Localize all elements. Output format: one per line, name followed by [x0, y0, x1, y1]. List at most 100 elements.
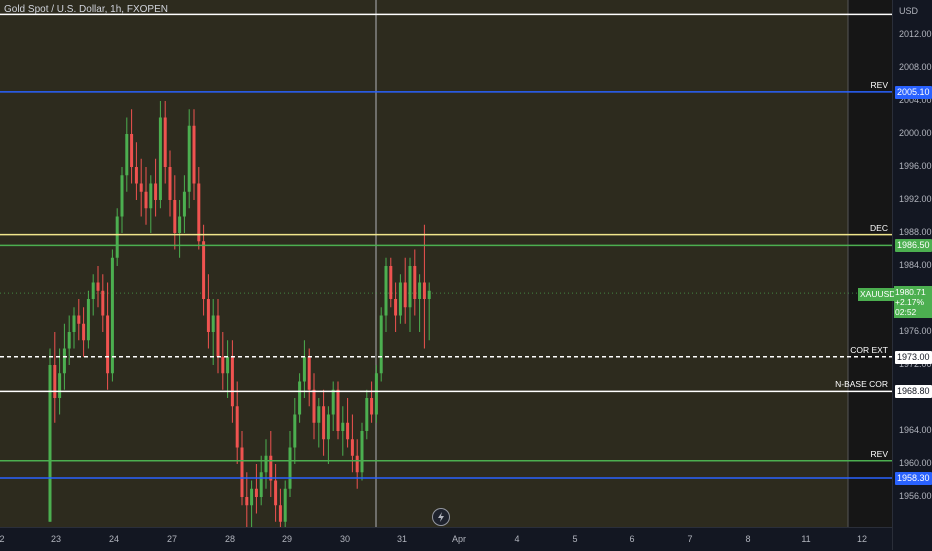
candle-body	[346, 422, 350, 440]
candle-body	[187, 125, 191, 192]
price-tick-label: 1984.00	[899, 260, 932, 270]
rev-upper-tag: REV	[870, 79, 888, 90]
candle-body	[139, 183, 143, 192]
candle-body	[96, 282, 100, 291]
candle-body	[202, 241, 206, 299]
n-base-cor-tag: N-BASE COR	[835, 379, 888, 390]
time-tick-label: 2	[0, 534, 5, 544]
cor-ext-tag: COR EXT	[850, 344, 888, 355]
candle-body	[307, 356, 311, 390]
time-tick-label: 27	[166, 534, 178, 544]
candle-body	[278, 505, 282, 522]
candle-body	[365, 398, 369, 431]
candle-body	[235, 406, 239, 448]
price-tick-label: 2012.00	[899, 29, 932, 39]
candle-body	[374, 373, 378, 415]
candle-body	[221, 356, 225, 374]
candle-body	[149, 183, 153, 209]
time-tick-label: 8	[745, 534, 751, 544]
price-axis[interactable]: USD 2012.00 2008.00 2004.00 2000.00 1996.00 1…	[892, 0, 932, 550]
candle-body	[413, 266, 417, 299]
price-tick-label: 1960.00	[899, 458, 932, 468]
ticker-tag: XAUUSD	[858, 288, 898, 301]
candle-body	[317, 406, 321, 423]
price-tick-label: 2004.00	[899, 95, 932, 105]
rev-lower-price-box: 1958.30	[895, 472, 932, 486]
candle-body	[398, 282, 402, 316]
candle-body	[394, 299, 398, 316]
candle-body	[298, 381, 302, 415]
candle-body	[82, 323, 86, 341]
dec-line-tag: DEC	[870, 222, 888, 233]
candle-body	[58, 373, 62, 398]
candle-body	[259, 472, 263, 497]
candle-body	[293, 414, 297, 448]
candle-body	[274, 480, 278, 506]
cor-ext-price-box: 1973.00	[895, 350, 932, 364]
candle-body	[106, 315, 110, 374]
chart-area[interactable]	[0, 0, 892, 527]
candlestick-chart[interactable]	[0, 0, 892, 527]
candle-body	[408, 266, 412, 308]
price-change: +2.17%	[895, 297, 925, 307]
candle-body	[53, 365, 57, 398]
candle-body	[379, 315, 383, 374]
symbol-title[interactable]: Gold Spot / U.S. Dollar, 1h, FXOPEN	[4, 4, 168, 15]
candle-body	[173, 200, 177, 233]
candle-body	[110, 257, 114, 374]
time-tick-label: 5	[572, 534, 578, 544]
candle-body	[341, 422, 345, 431]
candle-body	[168, 167, 172, 200]
time-tick-label: 28	[224, 534, 236, 544]
candle-body	[192, 125, 196, 184]
current-price-box: 1980.71 +2.17% 02:52	[894, 286, 932, 318]
candle-body	[197, 183, 201, 242]
candle-body	[302, 356, 306, 382]
candle-body	[269, 455, 273, 481]
candle-body	[178, 216, 182, 233]
lightning-icon[interactable]	[432, 508, 450, 526]
candle-body	[125, 134, 129, 176]
candle-body	[48, 365, 52, 522]
candle-body	[250, 488, 254, 506]
price-tick-label: 1988.00	[899, 227, 932, 237]
candle-body	[360, 431, 364, 473]
time-tick-label: 4	[514, 534, 520, 544]
chart-right-margin	[848, 0, 892, 527]
rev-green-tag: REV	[870, 448, 888, 459]
candle-body	[163, 117, 167, 167]
candle-body	[144, 191, 148, 209]
candle-body	[264, 455, 268, 473]
price-tick-label: 1972.00	[899, 359, 932, 369]
candle-body	[418, 282, 422, 299]
candle-body	[326, 414, 330, 440]
time-tick-label: 6	[629, 534, 635, 544]
price-tick-label: 1964.00	[899, 425, 932, 435]
candle-body	[245, 497, 249, 506]
candle-body	[115, 216, 119, 258]
currency-label: USD	[899, 6, 919, 16]
candle-body	[331, 389, 335, 415]
rev-upper-price-box: 2005.10	[895, 85, 932, 99]
candle-body	[154, 183, 158, 200]
time-tick-label: Apr	[451, 534, 467, 544]
candle-body	[355, 455, 359, 473]
candle-body	[389, 266, 393, 299]
candle-body	[370, 398, 374, 415]
price-tick-label: 2008.00	[899, 62, 932, 72]
candle-body	[216, 315, 220, 357]
time-tick-label: 31	[396, 534, 408, 544]
candle-body	[403, 282, 407, 308]
candle-body	[288, 447, 292, 489]
price-tick-label: 1992.00	[899, 194, 932, 204]
candle-body	[101, 290, 105, 316]
candle-body	[336, 389, 340, 431]
candle-body	[158, 117, 162, 200]
candle-body	[322, 406, 326, 440]
candle-body	[254, 488, 258, 497]
n-base-cor-price-box: 1968.80	[895, 385, 932, 399]
candle-body	[427, 290, 431, 299]
candle-body	[384, 266, 388, 316]
time-axis[interactable]: 2 23 24 27 28 29 30 31 Apr 4 5 6 7 8 11 12	[0, 527, 892, 551]
candle-body	[86, 299, 90, 341]
